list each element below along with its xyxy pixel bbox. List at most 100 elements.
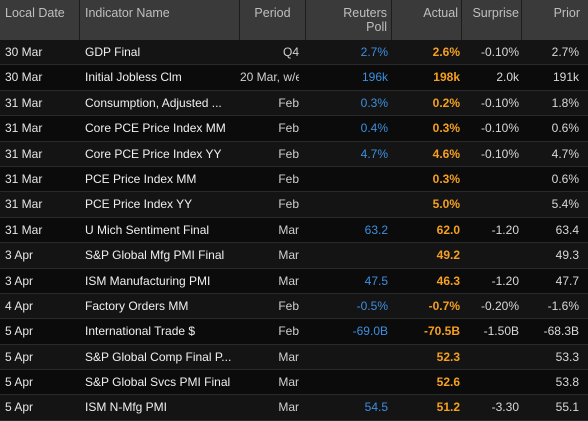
cell-actual: 51.2 (436, 400, 460, 415)
cell-actual: 0.2% (432, 95, 460, 110)
cell-actual: 52.6 (436, 375, 460, 390)
table-row[interactable]: 30 Mar Initial Jobless Clm 20 Mar, w/e 196k… (0, 65, 588, 91)
cell-prior: 2.7% (551, 45, 579, 59)
table-row[interactable]: 5 Apr ISM N-Mfg PMI Mar 54.5 51.2 -3.30 55.1 (0, 395, 588, 421)
table-row[interactable]: 30 Mar GDP Final Q4 2.7% 2.6% -0.10% 2.7% (0, 40, 588, 66)
cell-local-date: 31 Mar (5, 197, 43, 212)
cell-prior: -1.6% (547, 298, 579, 313)
cell-surprise: -0.20% (480, 298, 519, 313)
cell-period: Feb (278, 121, 299, 136)
column-header-prior[interactable]: Prior (522, 0, 588, 40)
cell-surprise (465, 345, 519, 370)
cell-indicator-name: U Mich Sentiment Final (85, 222, 210, 237)
cell-prior: -68.3B (543, 324, 579, 339)
cell-actual: 4.6% (432, 146, 460, 161)
table-row[interactable]: 4 Apr Factory Orders MM Feb -0.5% -0.7% -0.20… (0, 293, 588, 320)
cell-indicator-name: ISM Manufacturing PMI (85, 273, 211, 288)
cell-local-date: 5 Apr (5, 375, 34, 390)
table-row[interactable]: 5 Apr S&P Global Svcs PMI Final Mar 52.6 53.… (0, 370, 588, 396)
cell-period: Feb (278, 146, 299, 161)
column-header-label: Actual (423, 6, 458, 20)
cell-period: Feb (278, 171, 299, 186)
column-header-actual[interactable]: Actual (392, 0, 462, 40)
table-row[interactable]: 31 Mar Consumption, Adjusted ... Feb 0.3% 0.… (0, 90, 588, 117)
cell-surprise (465, 370, 519, 395)
cell-indicator-name: PCE Price Index MM (85, 171, 197, 186)
cell-surprise: -1.20 (491, 273, 519, 288)
column-header-label: Indicator Name (85, 6, 170, 20)
cell-surprise: -1.20 (491, 222, 519, 237)
cell-reuters-poll: 4.7% (360, 146, 388, 161)
cell-surprise (465, 243, 519, 268)
column-header-label: Surprise (472, 6, 519, 20)
cell-surprise: -3.30 (491, 400, 519, 415)
cell-reuters-poll: -69.0B (352, 324, 388, 339)
cell-indicator-name: International Trade $ (85, 324, 196, 339)
column-header-label: Poll (366, 20, 387, 34)
cell-surprise: -0.10% (480, 95, 519, 110)
cell-reuters-poll: 63.2 (364, 222, 388, 237)
cell-prior: 53.3 (555, 349, 579, 364)
column-header-indicator-name[interactable]: Indicator Name (80, 0, 240, 40)
cell-prior: 47.7 (555, 273, 579, 288)
cell-local-date: 3 Apr (5, 248, 34, 263)
column-header-label: Reuters (343, 6, 387, 20)
cell-actual: 0.3% (432, 171, 460, 186)
table-row[interactable]: 3 Apr S&P Global Mfg PMI Final Mar 49.2 49.3 (0, 243, 588, 269)
table-row[interactable]: 31 Mar U Mich Sentiment Final Mar 63.2 62.0 -… (0, 217, 588, 244)
cell-actual: 49.2 (436, 248, 460, 263)
cell-actual: 62.0 (436, 222, 460, 237)
cell-indicator-name: S&P Global Svcs PMI Final (85, 375, 231, 390)
column-header-local-date[interactable]: Local Date (0, 0, 80, 40)
column-header-surprise[interactable]: Surprise (462, 0, 522, 40)
cell-indicator-name: PCE Price Index YY (85, 197, 193, 212)
cell-period: 20 Mar, w/e (240, 70, 299, 85)
cell-actual: -0.7% (428, 298, 460, 313)
cell-prior: 191k (552, 70, 579, 85)
cell-actual: 0.3% (432, 121, 460, 136)
cell-local-date: 4 Apr (5, 298, 34, 313)
cell-reuters-poll: 2.7% (360, 45, 388, 59)
cell-actual: 5.0% (432, 197, 460, 212)
cell-indicator-name: Consumption, Adjusted ... (85, 95, 222, 110)
cell-reuters-poll (313, 243, 388, 268)
column-header-reuters-poll[interactable]: Reuters Poll (306, 0, 392, 40)
cell-indicator-name: Factory Orders MM (85, 298, 189, 313)
cell-reuters-poll: 0.3% (360, 95, 388, 110)
cell-indicator-name: Initial Jobless Clm (85, 70, 182, 85)
cell-surprise (465, 192, 519, 217)
table-row[interactable]: 31 Mar PCE Price Index YY Feb 5.0% 5.4% (0, 192, 588, 218)
table-row[interactable]: 31 Mar Core PCE Price Index YY Feb 4.7% 4.6%… (0, 141, 588, 167)
table-row[interactable]: 5 Apr S&P Global Comp Final P... Mar 52.3 53… (0, 344, 588, 371)
cell-local-date: 31 Mar (5, 121, 43, 136)
cell-actual: 198k (433, 70, 460, 85)
table-row[interactable]: 5 Apr International Trade $ Feb -69.0B -70.5… (0, 319, 588, 345)
column-header-label: Period (254, 6, 291, 20)
cell-prior: 53.8 (555, 375, 579, 390)
cell-local-date: 5 Apr (5, 400, 34, 415)
cell-actual: 46.3 (436, 273, 460, 288)
cell-indicator-name: Core PCE Price Index MM (85, 121, 226, 136)
cell-prior: 5.4% (551, 197, 579, 212)
table-header: Local Date Indicator Name Period Reuters… (0, 0, 588, 40)
cell-prior: 63.4 (555, 222, 579, 237)
cell-reuters-poll (313, 167, 388, 192)
cell-period: Mar (278, 273, 299, 288)
cell-local-date: 30 Mar (5, 70, 43, 85)
cell-surprise: -0.10% (480, 121, 519, 136)
column-header-label: Prior (553, 6, 580, 20)
cell-period: Mar (278, 400, 299, 415)
cell-period: Q4 (282, 45, 299, 59)
cell-local-date: 5 Apr (5, 349, 34, 364)
table-row[interactable]: 31 Mar Core PCE Price Index MM Feb 0.4% 0.3%… (0, 116, 588, 142)
cell-reuters-poll (313, 370, 388, 395)
cell-reuters-poll (313, 192, 388, 217)
cell-prior: 49.3 (555, 248, 579, 263)
cell-period: Mar (278, 248, 299, 263)
cell-actual: 52.3 (436, 349, 460, 364)
table-row[interactable]: 3 Apr ISM Manufacturing PMI Mar 47.5 46.3 -1.… (0, 268, 588, 294)
column-header-period[interactable]: Period (240, 0, 306, 40)
cell-surprise: -0.10% (480, 45, 519, 59)
table-row[interactable]: 31 Mar PCE Price Index MM Feb 0.3% 0.6% (0, 166, 588, 193)
cell-period: Feb (278, 197, 299, 212)
